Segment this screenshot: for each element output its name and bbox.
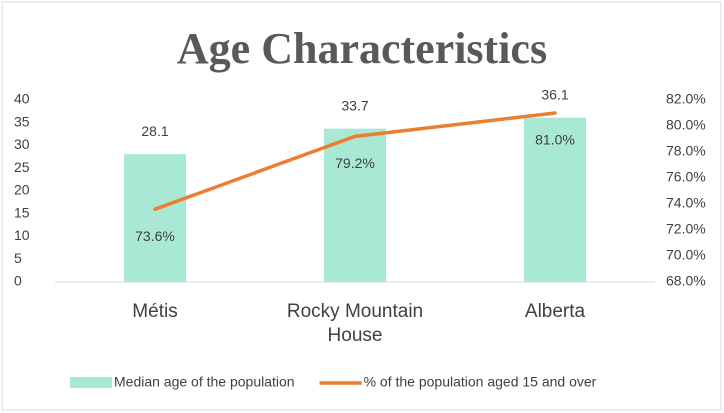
x-tick-label: Alberta xyxy=(524,301,586,322)
y-tick-label: 30 xyxy=(14,136,30,152)
y2-tick-label: 82.0% xyxy=(666,91,706,107)
legend-label: % of the population aged 15 and over xyxy=(364,374,597,390)
y-tick-label: 40 xyxy=(14,91,30,107)
y2-tick-label: 74.0% xyxy=(666,195,706,211)
y-tick-label: 5 xyxy=(14,250,22,266)
y-tick-label: 15 xyxy=(14,204,30,220)
y2-tick-label: 76.0% xyxy=(666,169,706,185)
y-tick-label: 35 xyxy=(14,113,30,129)
y2-tick-label: 72.0% xyxy=(666,221,706,237)
y-tick-label: 0 xyxy=(14,273,22,289)
y2-tick-label: 78.0% xyxy=(666,143,706,159)
x-tick-label: Métis xyxy=(132,301,178,322)
y2-tick-label: 68.0% xyxy=(666,273,706,289)
y-tick-label: 20 xyxy=(14,182,30,198)
bar-value-label: 28.1 xyxy=(141,123,168,139)
y2-tick-label: 80.0% xyxy=(666,117,706,133)
line-value-label: 73.6% xyxy=(135,228,175,244)
x-tick-label: Rocky Mountain House xyxy=(286,301,424,346)
bar xyxy=(524,117,586,283)
y2-tick-label: 70.0% xyxy=(666,247,706,263)
line-value-label: 79.2% xyxy=(335,155,375,171)
bar xyxy=(324,128,386,282)
legend-swatch xyxy=(70,377,112,388)
bar xyxy=(124,154,186,282)
legend-label: Median age of the population xyxy=(114,374,295,390)
line-value-label: 81.0% xyxy=(535,132,575,148)
bar-value-label: 33.7 xyxy=(341,97,368,113)
y-tick-label: 10 xyxy=(14,227,30,243)
y-tick-label: 25 xyxy=(14,159,30,175)
chart-title: Age Characteristics xyxy=(177,24,547,73)
bar-value-label: 36.1 xyxy=(541,86,568,102)
line xyxy=(153,111,557,211)
